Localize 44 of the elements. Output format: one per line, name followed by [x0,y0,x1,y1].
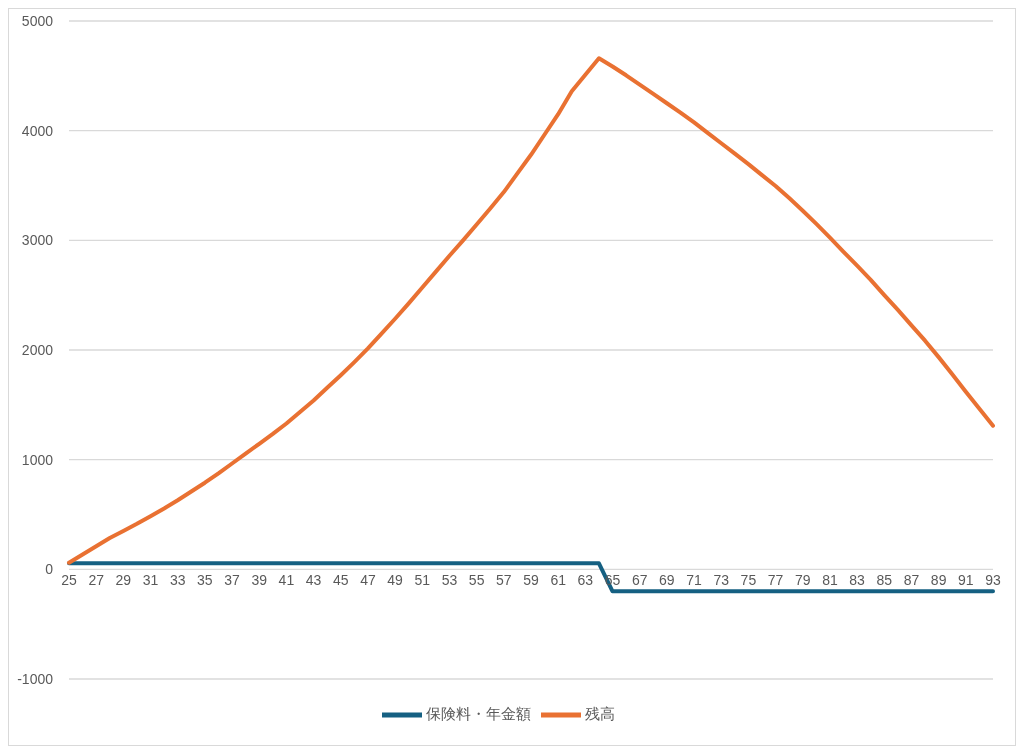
x-tick-label: 55 [468,572,485,589]
x-tick-label: 33 [169,572,186,589]
x-tick-label: 75 [740,572,757,589]
x-tick-label: 67 [631,572,648,589]
x-tick-label: 85 [876,572,893,589]
x-tick-label: 31 [142,572,159,589]
x-tick-label: 41 [278,572,295,589]
y-tick-label: 5000 [21,12,54,29]
x-tick-label: 77 [767,572,784,589]
x-tick-label: 29 [115,572,132,589]
y-tick-label: 1000 [21,451,54,468]
x-tick-label: 57 [496,572,512,589]
x-tick-label: 39 [251,572,268,589]
x-tick-label: 87 [903,572,920,589]
x-tick-label: 93 [985,572,1001,589]
y-tick-label: 3000 [21,232,54,249]
x-tick-label: 53 [441,572,458,589]
legend-label: 保険料・年金額 [425,704,531,722]
x-tick-label: 45 [332,572,349,589]
x-tick-label: 43 [305,572,322,589]
x-tick-label: 73 [713,572,730,589]
legend-label: 残高 [584,704,615,722]
x-tick-label: 27 [88,572,105,589]
y-tick-label: 0 [45,561,54,578]
x-tick-label: 47 [360,572,376,589]
y-tick-label: -1000 [17,670,54,687]
x-tick-label: 35 [197,572,213,589]
x-tick-label: 71 [686,572,703,589]
x-tick-label: 51 [414,572,431,589]
x-tick-label: 89 [930,572,947,589]
x-tick-label: 37 [224,572,241,589]
x-tick-label: 69 [659,572,675,589]
x-tick-label: 81 [822,572,838,589]
x-tick-label: 91 [958,572,974,589]
y-tick-label: 4000 [21,122,54,139]
x-tick-label: 25 [61,572,77,589]
x-tick-label: 79 [794,572,811,589]
x-tick-label: 63 [577,572,594,589]
y-tick-label: 2000 [21,341,54,358]
x-tick-label: 61 [550,572,567,589]
x-tick-label: 49 [387,572,404,589]
x-tick-label: 59 [523,572,539,589]
line-series [67,56,995,565]
x-tick-label: 83 [849,572,866,589]
